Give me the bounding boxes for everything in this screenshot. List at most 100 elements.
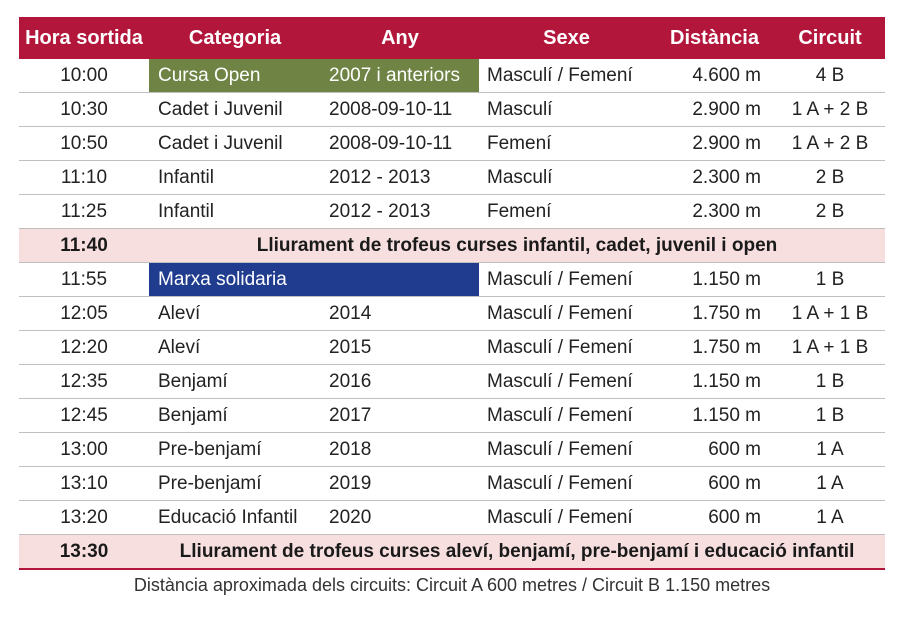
row-distance: 600 m bbox=[654, 432, 775, 467]
row-year: 2014 bbox=[321, 296, 479, 331]
row-circuit: 4 B bbox=[775, 59, 885, 93]
row-category: Educació Infantil bbox=[149, 500, 321, 535]
row-time: 10:50 bbox=[19, 126, 149, 161]
row-distance: 2.300 m bbox=[654, 194, 775, 229]
row-time: 13:30 bbox=[19, 534, 149, 570]
row-sex: Femení bbox=[479, 126, 654, 161]
row-circuit: 2 B bbox=[775, 160, 885, 195]
row-time: 13:20 bbox=[19, 500, 149, 535]
row-sex: Masculí bbox=[479, 160, 654, 195]
row-time: 12:05 bbox=[19, 296, 149, 331]
row-category: Aleví bbox=[149, 296, 321, 331]
header-row: Hora sortida Categoria Any Sexe Distànci… bbox=[19, 17, 885, 59]
row-distance: 1.150 m bbox=[654, 398, 775, 433]
row-time: 13:00 bbox=[19, 432, 149, 467]
row-sex: Masculí / Femení bbox=[479, 398, 654, 433]
header-category: Categoria bbox=[149, 17, 321, 59]
row-sex: Masculí / Femení bbox=[479, 432, 654, 467]
table-row: 11:55 Marxa solidaria Masculí / Femení 1.15… bbox=[19, 262, 885, 297]
header-sex: Sexe bbox=[479, 17, 654, 59]
row-circuit: 1 A + 2 B bbox=[775, 92, 885, 127]
row-circuit: 1 A bbox=[775, 466, 885, 501]
row-circuit: 1 A + 1 B bbox=[775, 330, 885, 365]
award-ceremony-row: 13:30 Lliurament de trofeus curses aleví,… bbox=[19, 534, 885, 570]
row-time: 11:55 bbox=[19, 262, 149, 297]
row-year: 2017 bbox=[321, 398, 479, 433]
row-distance: 600 m bbox=[654, 500, 775, 535]
row-circuit: 1 B bbox=[775, 262, 885, 297]
row-circuit: 1 A bbox=[775, 500, 885, 535]
row-distance: 2.300 m bbox=[654, 160, 775, 195]
row-sex: Masculí / Femení bbox=[479, 500, 654, 535]
row-circuit: 2 B bbox=[775, 194, 885, 229]
header-circuit: Circuit bbox=[775, 17, 885, 59]
row-sex: Masculí / Femení bbox=[479, 466, 654, 501]
row-time: 13:10 bbox=[19, 466, 149, 501]
row-distance: 1.150 m bbox=[654, 364, 775, 399]
row-year: 2007 i anteriors bbox=[321, 59, 479, 93]
row-year: 2008-09-10-11 bbox=[321, 126, 479, 161]
row-distance: 1.750 m bbox=[654, 330, 775, 365]
schedule-rows: 10:00 Cursa Open 2007 i anteriors Masculí /… bbox=[19, 59, 885, 570]
header-time: Hora sortida bbox=[19, 17, 149, 59]
row-sex: Masculí / Femení bbox=[479, 330, 654, 365]
row-year: 2019 bbox=[321, 466, 479, 501]
award-ceremony-text: Lliurament de trofeus curses infantil, c… bbox=[149, 228, 885, 263]
row-distance: 600 m bbox=[654, 466, 775, 501]
row-distance: 2.900 m bbox=[654, 92, 775, 127]
row-category: Cursa Open bbox=[149, 59, 321, 93]
row-distance: 1.750 m bbox=[654, 296, 775, 331]
row-year: 2020 bbox=[321, 500, 479, 535]
row-time: 10:30 bbox=[19, 92, 149, 127]
row-year: 2012 - 2013 bbox=[321, 160, 479, 195]
row-sex: Masculí / Femení bbox=[479, 296, 654, 331]
table-row: 10:30 Cadet i Juvenil 2008-09-10-11 Masculí… bbox=[19, 92, 885, 127]
row-time: 11:10 bbox=[19, 160, 149, 195]
row-year bbox=[321, 262, 479, 297]
row-sex: Masculí / Femení bbox=[479, 262, 654, 297]
row-time: 10:00 bbox=[19, 59, 149, 93]
row-distance: 2.900 m bbox=[654, 126, 775, 161]
row-time: 12:45 bbox=[19, 398, 149, 433]
row-category: Infantil bbox=[149, 194, 321, 229]
row-sex: Masculí / Femení bbox=[479, 364, 654, 399]
row-category: Benjamí bbox=[149, 398, 321, 433]
row-category: Benjamí bbox=[149, 364, 321, 399]
row-sex: Femení bbox=[479, 194, 654, 229]
row-distance: 4.600 m bbox=[654, 59, 775, 93]
row-category: Infantil bbox=[149, 160, 321, 195]
row-time: 12:35 bbox=[19, 364, 149, 399]
table-row: 13:20 Educació Infantil 2020 Masculí / Feme… bbox=[19, 500, 885, 535]
table-row: 13:10 Pre-benjamí 2019 Masculí / Femení 600 … bbox=[19, 466, 885, 501]
award-ceremony-row: 11:40 Lliurament de trofeus curses infant… bbox=[19, 228, 885, 263]
row-year: 2018 bbox=[321, 432, 479, 467]
schedule-table: Hora sortida Categoria Any Sexe Distànci… bbox=[19, 17, 885, 570]
header-distance: Distància bbox=[654, 17, 775, 59]
table-row: 10:00 Cursa Open 2007 i anteriors Masculí /… bbox=[19, 59, 885, 93]
footnote: Distància aproximada dels circuits: Circ… bbox=[133, 575, 771, 595]
row-circuit: 1 A + 1 B bbox=[775, 296, 885, 331]
row-category: Cadet i Juvenil bbox=[149, 126, 321, 161]
table-row: 13:00 Pre-benjamí 2018 Masculí / Femení 600 … bbox=[19, 432, 885, 467]
row-sex: Masculí bbox=[479, 92, 654, 127]
row-year: 2016 bbox=[321, 364, 479, 399]
row-category: Pre-benjamí bbox=[149, 466, 321, 501]
row-category: Cadet i Juvenil bbox=[149, 92, 321, 127]
row-circuit: 1 A bbox=[775, 432, 885, 467]
row-category: Marxa solidaria bbox=[149, 262, 321, 297]
row-circuit: 1 B bbox=[775, 364, 885, 399]
award-ceremony-text: Lliurament de trofeus curses aleví, benj… bbox=[149, 534, 885, 570]
row-circuit: 1 A + 2 B bbox=[775, 126, 885, 161]
row-circuit: 1 B bbox=[775, 398, 885, 433]
row-category: Aleví bbox=[149, 330, 321, 365]
header-year: Any bbox=[321, 17, 479, 59]
table-row: 10:50 Cadet i Juvenil 2008-09-10-11 Femení 2… bbox=[19, 126, 885, 161]
row-sex: Masculí / Femení bbox=[479, 59, 654, 93]
row-time: 11:40 bbox=[19, 228, 149, 263]
